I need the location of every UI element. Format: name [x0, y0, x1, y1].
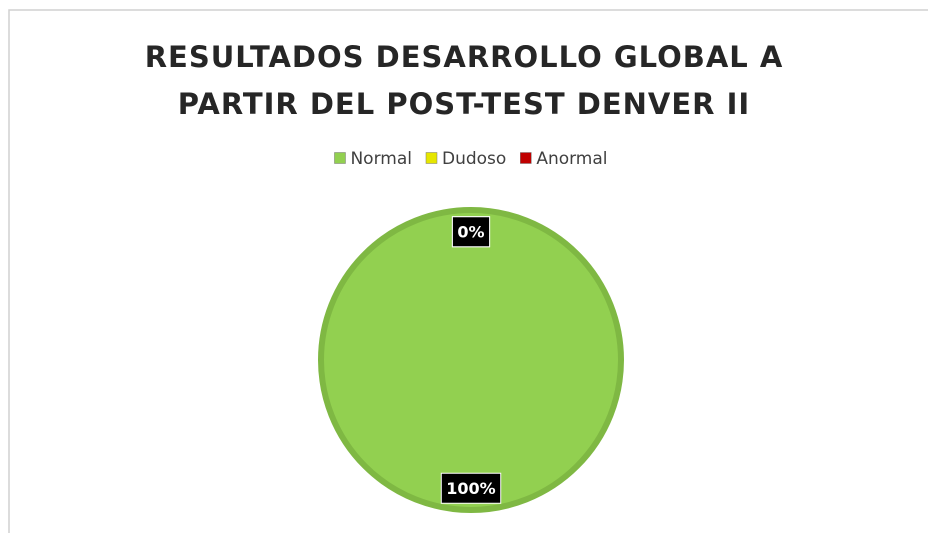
legend-swatch	[334, 152, 346, 164]
legend-label: Anormal	[536, 149, 607, 169]
legend: Normal Dudoso Anormal	[334, 149, 608, 169]
legend-label: Dudoso	[442, 149, 506, 169]
legend-label: Normal	[350, 149, 412, 169]
data-label: 0%	[457, 222, 484, 241]
data-labels: 100%0%0%	[440, 216, 502, 504]
pie	[318, 207, 624, 513]
pie-slice	[318, 207, 624, 513]
data-label: 100%	[446, 479, 495, 498]
chart-title: RESULTADOS DESARROLLO GLOBAL A PARTIR DE…	[144, 40, 784, 121]
legend-swatch	[520, 152, 532, 164]
data-label-box	[451, 216, 491, 248]
chart-frame	[8, 9, 928, 533]
legend-swatch	[425, 152, 438, 164]
data-label-box	[440, 472, 502, 504]
